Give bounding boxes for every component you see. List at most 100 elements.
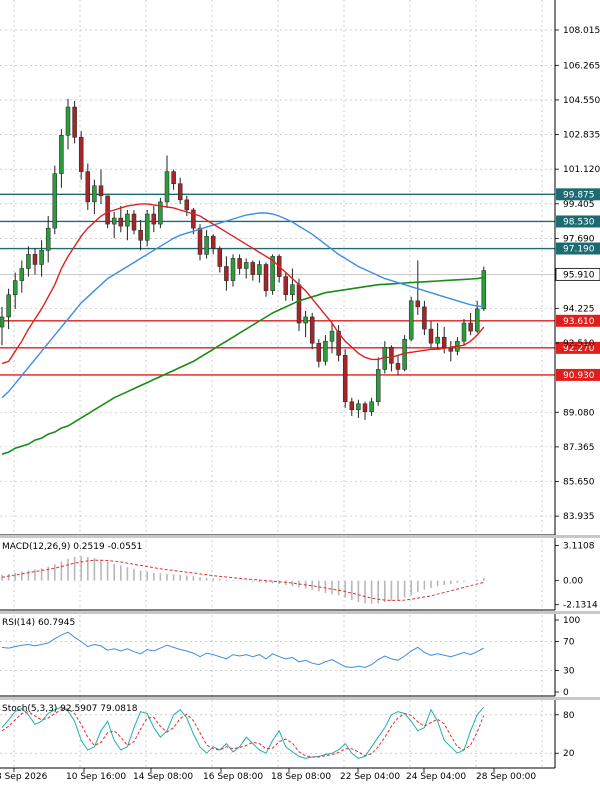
candle-bearish xyxy=(32,254,38,265)
price-axes: 108.015 106.265 104.550 102.835 101.120 99.40… xyxy=(555,26,600,522)
panel-separator xyxy=(0,535,600,538)
price-axis-label: 97.690 xyxy=(563,234,595,244)
stoch-axis-label: 20 xyxy=(563,749,575,759)
stoch-d-line xyxy=(1,708,485,758)
time-axis-label: 16 Sep 08:00 xyxy=(203,772,263,782)
level-label: 97.190 xyxy=(563,245,595,255)
candle-bullish xyxy=(144,213,150,241)
macd-axis-label: 3.1108 xyxy=(563,542,595,552)
level-label: 93.610 xyxy=(563,317,595,327)
rsi-axis-label: 30 xyxy=(563,666,575,676)
time-axis-label: 8 Sep 2026 xyxy=(0,772,48,782)
rsi-line xyxy=(1,631,485,669)
price-axis-label: 85.650 xyxy=(563,478,595,488)
time-axis-label: 22 Sep 04:00 xyxy=(340,772,400,782)
candle-bearish xyxy=(389,346,394,364)
level-label: 90.930 xyxy=(563,371,595,381)
candle-bearish xyxy=(237,258,242,269)
candle-bullish xyxy=(243,262,249,269)
price-axis-label: 87.365 xyxy=(563,443,595,453)
candle-bullish xyxy=(164,171,170,203)
panel-separator xyxy=(0,697,600,700)
time-axis-label: 14 Sep 08:00 xyxy=(133,772,193,782)
grid-lines xyxy=(0,0,555,768)
candle-bearish xyxy=(415,300,421,308)
candle-bearish xyxy=(138,229,143,241)
candle-bearish xyxy=(171,171,176,184)
candle-bearish xyxy=(151,213,157,225)
candle-bullish xyxy=(329,330,335,342)
level-label-box xyxy=(556,215,600,228)
level-label: 92.270 xyxy=(563,344,595,354)
candle-bearish xyxy=(98,185,104,197)
candle-bullish xyxy=(19,268,25,281)
candle-bearish xyxy=(118,217,124,227)
candle-bullish xyxy=(39,250,44,265)
candle-bullish xyxy=(257,264,262,275)
candle-bullish xyxy=(375,369,381,403)
candle-bullish xyxy=(26,254,31,269)
macd-axis-label: -2.1314 xyxy=(563,601,598,611)
candle-bearish xyxy=(336,330,341,356)
level-label-box xyxy=(556,341,600,354)
price-axis-label: 102.835 xyxy=(563,131,600,141)
level-label: 98.530 xyxy=(563,217,595,227)
candle-bullish xyxy=(435,336,440,344)
candle-bearish xyxy=(428,328,434,344)
candle-bullish xyxy=(461,322,467,342)
stoch-label: Stoch(5,3,3) 92.5907 79.0818 xyxy=(2,704,138,714)
macd-panel: 3.1108 0.00 -2.1314 xyxy=(1,542,598,611)
sma-green-line xyxy=(1,276,484,455)
candle-bearish xyxy=(191,209,196,229)
current-price-box xyxy=(555,267,600,281)
panel-frames xyxy=(0,0,600,769)
candle-bearish xyxy=(283,276,289,296)
level-label-box xyxy=(556,368,600,381)
candle-bullish xyxy=(111,217,117,225)
price-axis-label: 92.510 xyxy=(563,339,595,349)
candle-bullish xyxy=(230,258,236,281)
candle-bullish xyxy=(158,201,163,225)
level-label-box xyxy=(556,314,600,327)
time-axis-label: 10 Sep 16:00 xyxy=(66,772,126,782)
time-axis-label: 24 Sep 04:00 xyxy=(406,772,466,782)
candle-bearish xyxy=(184,199,190,211)
candle-bearish xyxy=(395,363,401,370)
candle-bearish xyxy=(131,213,137,231)
candle-bearish xyxy=(217,248,223,267)
candle-bearish xyxy=(316,342,322,362)
candle-bullish xyxy=(369,401,374,413)
macd-label: MACD(12,26,9) 0.2519 -0.0551 xyxy=(2,542,142,552)
candle-bullish xyxy=(474,308,480,332)
stoch-k-line xyxy=(1,706,485,759)
candle-bullish xyxy=(12,280,18,296)
rsi-label: RSI(14) 60.7945 xyxy=(2,618,75,628)
time-axis-label: 18 Sep 08:00 xyxy=(271,772,331,782)
candle-bearish xyxy=(85,171,91,203)
rsi-panel: 100 70 30 0 xyxy=(0,616,580,698)
candle-bearish xyxy=(197,227,203,255)
candle-bullish xyxy=(270,256,275,291)
price-axis-label: 94.225 xyxy=(563,304,595,314)
candle-bullish xyxy=(408,300,414,340)
candle-bullish xyxy=(65,106,71,136)
price-axis-label: 99.405 xyxy=(563,200,595,210)
candle-bearish xyxy=(105,195,110,225)
time-axis: 8 Sep 2026 10 Sep 16:00 14 Sep 08:00 16 Sep… xyxy=(0,768,536,782)
candle-bullish xyxy=(6,294,11,318)
price-axis-label: 106.265 xyxy=(563,61,600,71)
stoch-panel: 80 20 xyxy=(0,706,575,759)
candle-bullish xyxy=(59,135,64,174)
stoch-axis-label: 80 xyxy=(563,711,575,721)
candle-bearish xyxy=(342,355,348,403)
candle-bearish xyxy=(250,262,256,275)
candle-bullish xyxy=(125,213,130,227)
candle-bullish xyxy=(303,316,308,324)
panel-separator xyxy=(0,611,600,614)
candle-bearish xyxy=(224,266,229,281)
current-price-label: 95.910 xyxy=(563,270,595,280)
candle-bullish xyxy=(0,316,5,328)
candle-bearish xyxy=(309,316,315,344)
price-axis-label: 108.015 xyxy=(563,26,600,36)
